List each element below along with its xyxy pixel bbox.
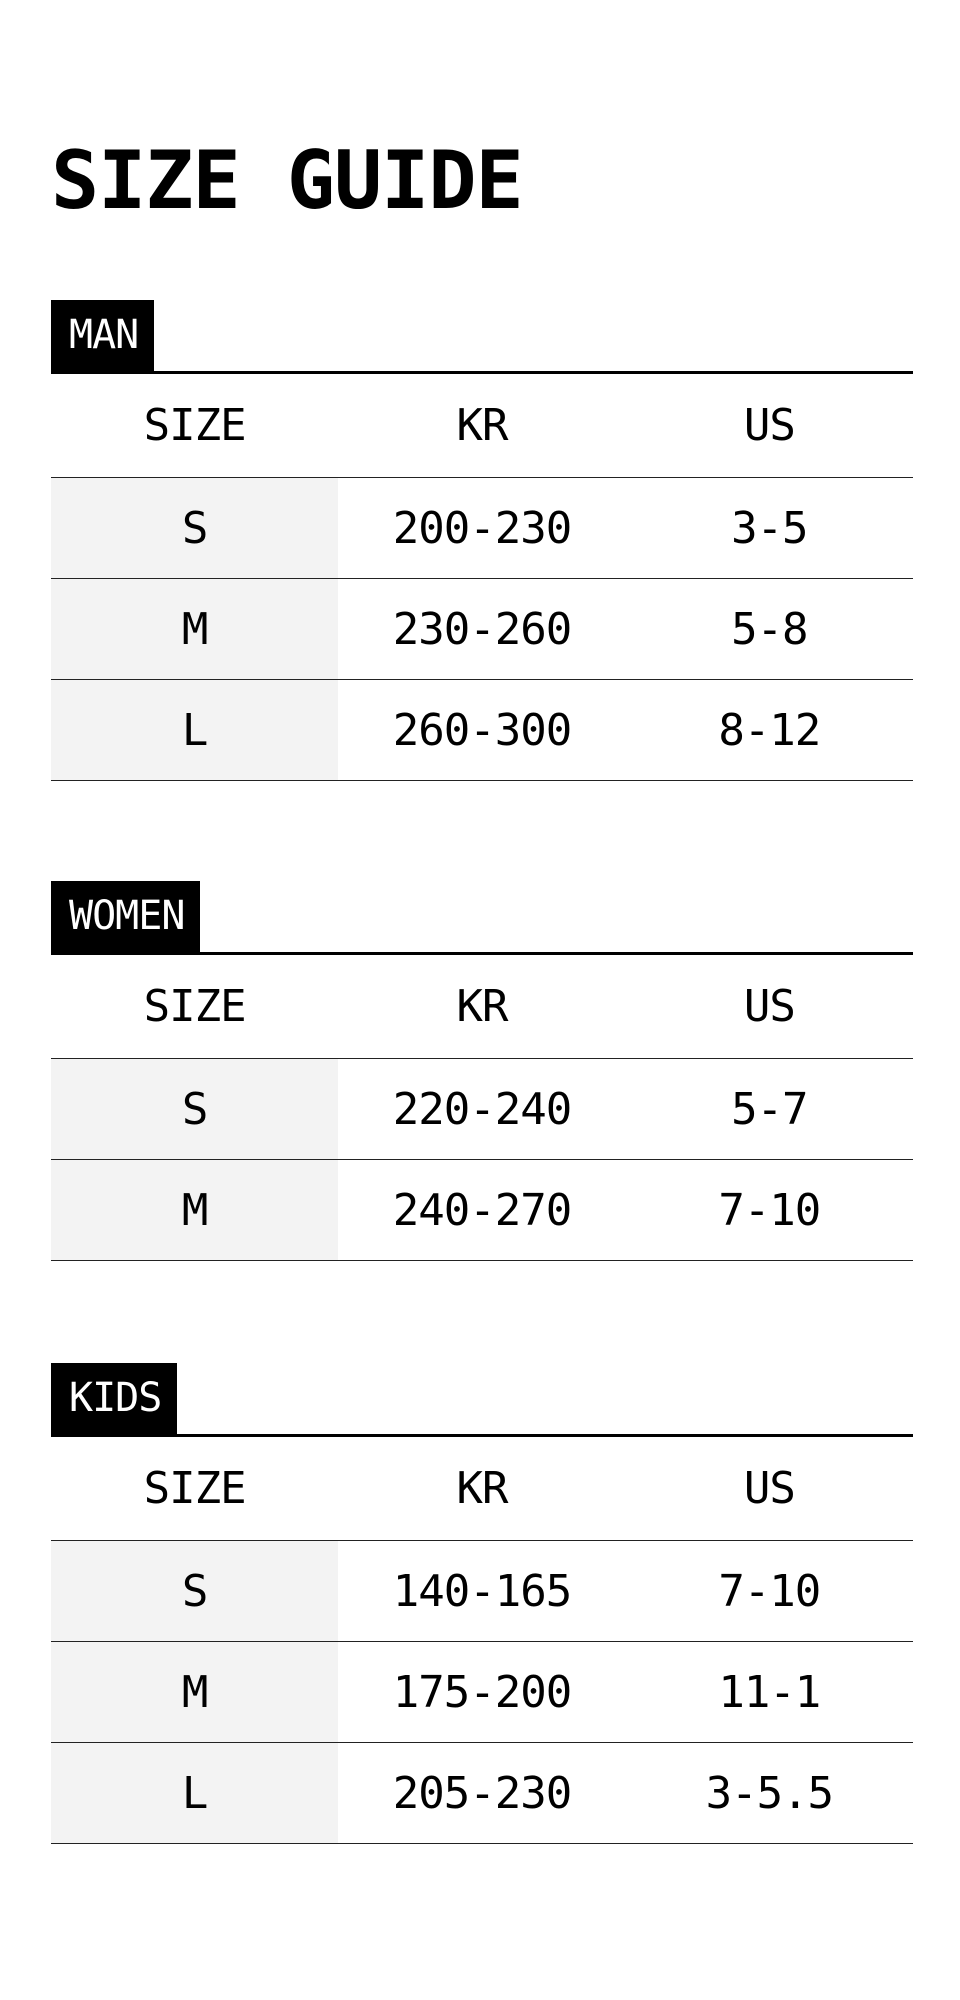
table-cell: 205-230: [392, 1767, 572, 1819]
table-cell: 230-260: [392, 603, 572, 655]
table-cell: 5-7: [731, 1083, 808, 1135]
page-title: SIZE GUIDE: [51, 134, 524, 227]
column-header: KR: [456, 1463, 509, 1514]
column-header: US: [743, 400, 796, 451]
size-table-women: WOMEN SIZE KR US S 220-240 5-7 M 240-270 7-10: [51, 881, 913, 1261]
section-header: MAN: [51, 300, 913, 374]
table-row: M 230-260 5-8: [51, 579, 913, 680]
column-header: SIZE: [143, 1463, 247, 1514]
table-row: L 260-300 8-12: [51, 680, 913, 781]
table-cell: M: [51, 1642, 339, 1742]
table-cell: 8-12: [718, 704, 821, 756]
section-tag: MAN: [51, 300, 155, 371]
size-table-man: MAN SIZE KR US S 200-230 3-5 M 230-260 5-8 L 260-30…: [51, 300, 913, 781]
table-row: L 205-230 3-5.5: [51, 1743, 913, 1844]
table-cell: S: [51, 478, 339, 578]
table-row: M 240-270 7-10: [51, 1160, 913, 1261]
table-cell: 140-165: [392, 1565, 572, 1617]
table-row: S 140-165 7-10: [51, 1541, 913, 1642]
table-header-row: SIZE KR US: [51, 1437, 913, 1541]
table-header-row: SIZE KR US: [51, 955, 913, 1059]
column-header: KR: [456, 400, 509, 451]
table-cell: 240-270: [392, 1184, 572, 1236]
table-row: S 200-230 3-5: [51, 478, 913, 579]
column-header: KR: [456, 981, 509, 1032]
section-tag: WOMEN: [51, 881, 201, 952]
table-header-row: SIZE KR US: [51, 374, 913, 478]
table-row: S 220-240 5-7: [51, 1059, 913, 1160]
table-cell: 11-1: [718, 1666, 821, 1718]
size-table-kids: KIDS SIZE KR US S 140-165 7-10 M 175-200 11-1 L 205…: [51, 1363, 913, 1844]
table-cell: 260-300: [392, 704, 572, 756]
table-cell: 3-5.5: [705, 1767, 834, 1819]
table-cell: L: [51, 1743, 339, 1843]
table-cell: L: [51, 680, 339, 780]
column-header: US: [743, 981, 796, 1032]
table-cell: 7-10: [718, 1565, 821, 1617]
table-cell: 175-200: [392, 1666, 572, 1718]
column-header: US: [743, 1463, 796, 1514]
section-tag: KIDS: [51, 1363, 178, 1434]
column-header: SIZE: [143, 400, 247, 451]
table-row: M 175-200 11-1: [51, 1642, 913, 1743]
table-cell: 5-8: [731, 603, 808, 655]
table-cell: S: [51, 1059, 339, 1159]
section-header: KIDS: [51, 1363, 913, 1437]
column-header: SIZE: [143, 981, 247, 1032]
table-cell: 7-10: [718, 1184, 821, 1236]
section-header: WOMEN: [51, 881, 913, 955]
table-cell: 3-5: [731, 502, 808, 554]
table-cell: S: [51, 1541, 339, 1641]
table-cell: 200-230: [392, 502, 572, 554]
table-cell: M: [51, 579, 339, 679]
table-cell: M: [51, 1160, 339, 1260]
table-cell: 220-240: [392, 1083, 572, 1135]
